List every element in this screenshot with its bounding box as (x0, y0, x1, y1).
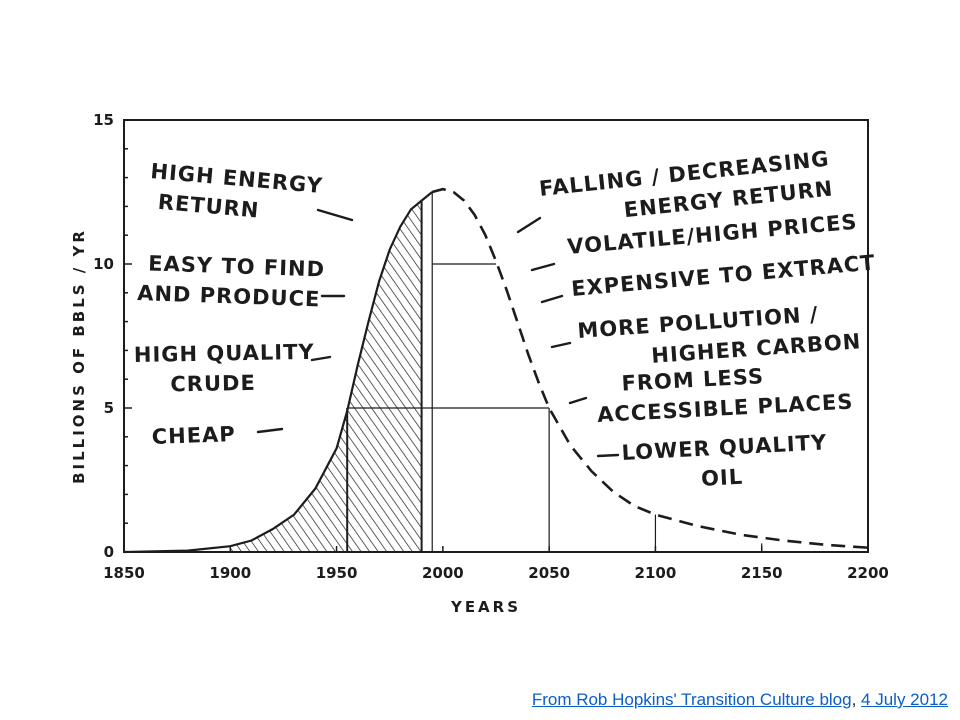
annotation-leader (516, 216, 542, 234)
annotation-text: AND PRODUCE (137, 281, 321, 311)
annotation-leader (596, 453, 620, 458)
x-tick-label: 1950 (316, 564, 358, 582)
x-tick-label: 1900 (209, 564, 251, 582)
annotation-text: CRUDE (170, 371, 256, 396)
date-link[interactable]: 4 July 2012 (861, 690, 948, 709)
annotation-text: FROM LESS (621, 364, 765, 395)
annotation-pollution: MORE POLLUTION /HIGHER CARBON (577, 302, 862, 368)
annotation-high-quality: HIGH QUALITY CRUDE (134, 340, 315, 397)
annotation-text: OIL (700, 465, 743, 491)
annotation-cheap: CHEAP (151, 422, 236, 449)
annotation-leader (256, 427, 284, 434)
x-tick-label: 2150 (741, 564, 783, 582)
x-tick-label: 1850 (103, 564, 145, 582)
x-tick-label: 2100 (635, 564, 677, 582)
annotation-leader (530, 262, 556, 272)
source-credit: From Rob Hopkins' Transition Culture blo… (532, 690, 948, 710)
historical-production-curve (123, 199, 423, 554)
annotation-text: ACCESSIBLE PLACES (597, 390, 854, 427)
source-link[interactable]: From Rob Hopkins' Transition Culture blo… (531, 690, 852, 709)
annotation-leader (540, 294, 564, 304)
y-tick-label: 0 (104, 543, 114, 561)
annotation-text: CHEAP (151, 422, 236, 449)
annotation-expensive: EXPENSIVE TO EXTRACT (570, 250, 876, 301)
plot-frame (123, 119, 869, 553)
annotation-text: VOLATILE/HIGH PRICES (566, 210, 858, 259)
annotation-text: RETURN (157, 190, 260, 223)
y-tick-label: 5 (104, 399, 114, 417)
x-tick-label: 2000 (422, 564, 464, 582)
credit-separator: , (851, 690, 862, 709)
peak-connector (420, 191, 433, 202)
annotation-volatile: VOLATILE/HIGH PRICES (566, 210, 858, 259)
historical-production-area (230, 200, 422, 552)
y-tick-label: 15 (93, 111, 114, 129)
y-tick-label: 10 (93, 255, 114, 273)
annotation-text: EXPENSIVE TO EXTRACT (570, 250, 876, 301)
annotation-text: HIGH QUALITY (134, 340, 315, 367)
x-tick-label: 2050 (528, 564, 570, 582)
y-axis-title: BILLIONS OF BBLS / YR (70, 228, 88, 484)
x-axis-title: YEARS (450, 598, 521, 616)
annotation-leader (550, 341, 572, 349)
annotation-leader (568, 396, 588, 405)
annotation-leader (310, 355, 332, 362)
annotation-leader (316, 208, 354, 222)
projected-production-curve (431, 187, 869, 549)
annotation-text: EASY TO FIND (148, 251, 326, 281)
annotation-text: LOWER QUALITY (621, 430, 828, 465)
x-tick-label: 2200 (847, 564, 889, 582)
